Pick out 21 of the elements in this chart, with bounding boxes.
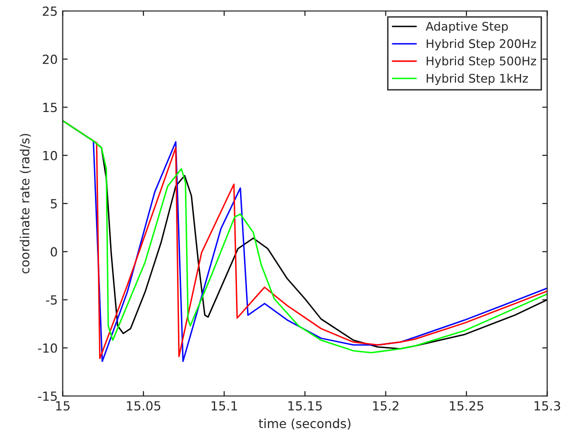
x-axis-title: time (seconds) — [258, 418, 350, 430]
y-tick-label: -5 — [46, 295, 57, 305]
x-tick-label: 15.3 — [534, 401, 560, 411]
x-tick-label: 15.15 — [288, 401, 322, 411]
y-tick-label: 0 — [50, 247, 58, 257]
y-axis-title: coordinate rate (rad/s) — [20, 134, 31, 274]
legend-label: Hybrid Step 500Hz — [426, 56, 536, 68]
y-tick-label: 25 — [42, 6, 57, 16]
x-tick-label: 15.2 — [373, 401, 398, 411]
x-tick-label: 15.05 — [126, 401, 160, 411]
legend-label: Hybrid Step 200Hz — [426, 38, 536, 50]
x-tick-label: 15.1 — [212, 401, 237, 411]
y-tick-label: 5 — [50, 199, 57, 208]
legend-label: Hybrid Step 1kHz — [426, 74, 528, 86]
x-tick-label: 15.25 — [450, 401, 484, 411]
y-tick-label: 15 — [43, 102, 57, 112]
legend-label: Adaptive Step — [426, 22, 508, 34]
y-tick-label: -10 — [38, 343, 58, 353]
y-tick-label: 20 — [42, 54, 58, 64]
y-tick-label: -15 — [38, 392, 57, 401]
y-tick-label: 10 — [43, 150, 58, 160]
